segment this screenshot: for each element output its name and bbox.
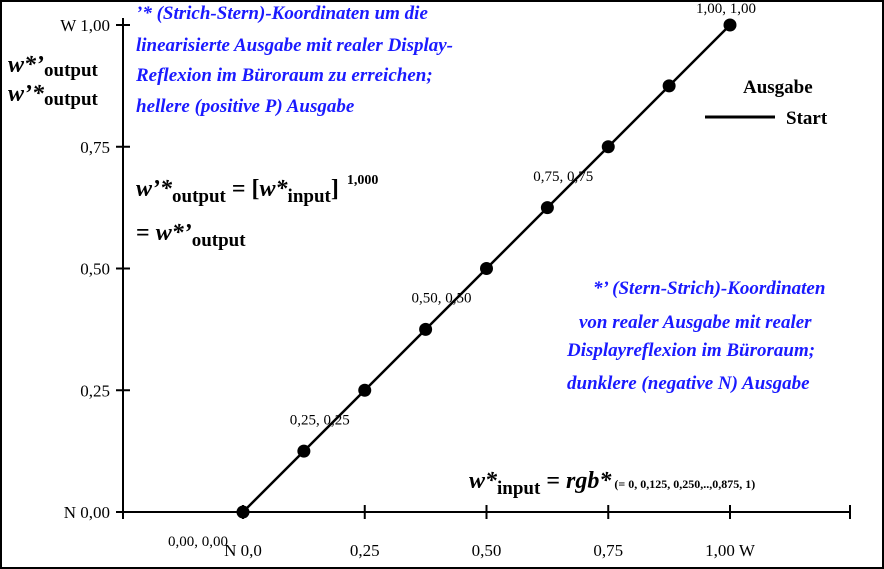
right-annotation-line: Displayreflexion im Büroraum; [566,340,815,361]
plot-area: 0,00, 0,00 0,25, 0,25 0,50, 0,50 0,75, 0,75… [168,1,756,550]
data-point [297,444,311,458]
y-tick-label: W 1,00 [60,16,110,35]
point-label: 1,00, 1,00 [696,1,756,17]
tick-group: N 0,0 0,25 0,50 0,75 1,00 W N 0,00 0,25 0,50 0,7… [60,16,851,560]
x-tick-label: 0,25 [350,541,380,560]
formula-line2: = w*’output [136,220,246,251]
x-tick-label: 0,75 [593,541,623,560]
data-point [419,322,433,336]
y-axis-label-line2: w’*output [8,81,99,110]
formula-line1: w’*output = [w*input] 1,000 [136,173,378,207]
point-label: 0,50, 0,50 [412,291,472,307]
data-point [540,201,554,215]
y-tick-label: N 0,00 [64,503,110,522]
legend-entry-start: Start [786,108,828,129]
top-annotation: ’* (Strich-Stern)-Koordinaten um die lin… [135,3,453,117]
top-annotation-line: linearisierte Ausgabe mit realer Display… [136,35,453,56]
right-annotation-line: von realer Ausgabe mit realer [579,312,812,333]
data-point [480,262,493,275]
x-tick-label: 0,50 [472,541,502,560]
top-annotation-line: hellere (positive P) Ausgabe [136,96,355,117]
right-annotation: *’ (Stern-Strich)-Koordinaten von realer… [566,278,825,394]
data-point [236,505,250,519]
point-label: 0,25, 0,25 [290,412,350,428]
point-label: 0,75, 0,75 [533,169,593,185]
y-tick-label: 0,50 [80,260,110,279]
legend-title: Ausgabe [743,77,813,98]
point-label: 0,00, 0,00 [168,534,228,550]
y-tick-label: 0,25 [80,381,110,400]
right-annotation-line: dunklere (negative N) Ausgabe [567,373,810,394]
x-tick-label: 1,00 W [705,541,756,560]
legend: Ausgabe Start [705,77,828,129]
data-point [601,140,615,154]
top-annotation-line: Reflexion im Büroraum zu erreichen; [135,65,433,86]
data-point [358,383,372,397]
data-point [662,79,676,93]
y-tick-label: 0,75 [80,138,110,157]
y-axis-label-line1: w*’output [8,52,99,81]
input-formula: w*input = rgb* (= 0, 0,125, 0,250,..,0,8… [469,468,755,499]
data-point [723,18,737,32]
top-annotation-line: ’* (Strich-Stern)-Koordinaten um die [136,3,428,24]
x-tick-label: N 0,0 [224,541,262,560]
right-annotation-line: *’ (Stern-Strich)-Koordinaten [593,278,825,299]
